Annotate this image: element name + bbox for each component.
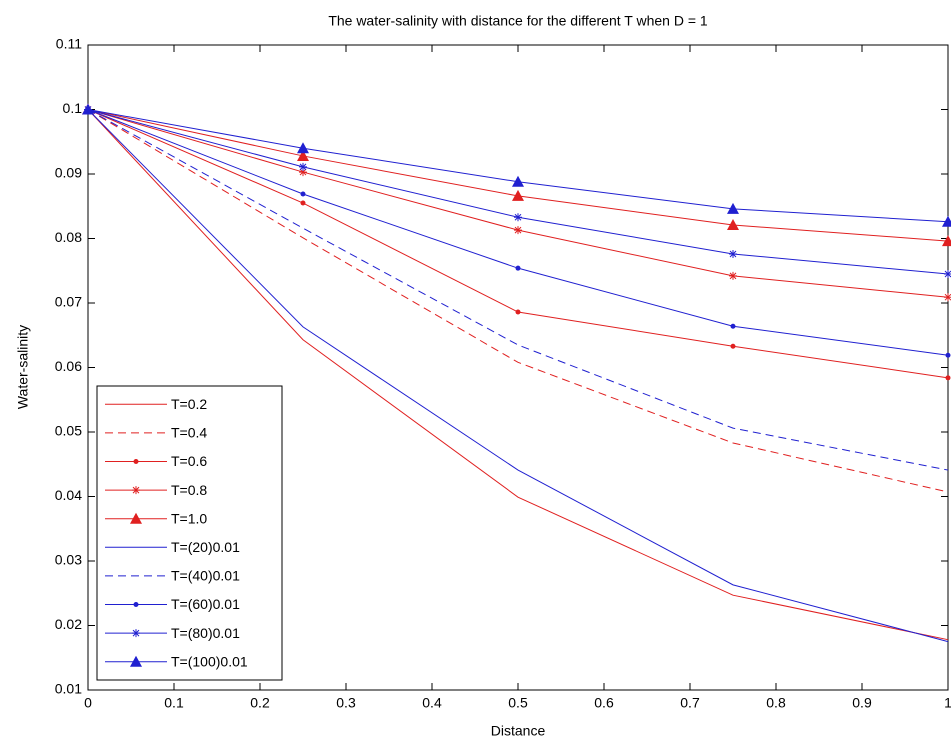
x-tick-label: 0.6 [594,695,614,711]
point-marker [729,272,737,280]
point-marker [731,344,736,349]
point-marker [514,226,522,234]
x-tick-label: 0.3 [336,695,356,711]
legend-label: T=0.4 [171,425,207,441]
y-axis-label: Water-salinity [15,325,31,409]
y-tick-label: 0.02 [55,616,82,632]
point-marker [301,191,306,196]
y-tick-label: 0.06 [55,358,82,374]
legend-label: T=(100)0.01 [171,653,248,669]
point-marker [516,266,521,271]
legend-label: T=0.2 [171,396,207,412]
x-tick-label: 0.9 [852,695,872,711]
y-tick-label: 0.09 [55,165,82,181]
point-marker [946,353,951,358]
y-tick-label: 0.1 [63,100,83,116]
point-marker [132,486,140,494]
y-tick-label: 0.04 [55,487,82,503]
y-tick-label: 0.05 [55,423,82,439]
x-tick-label: 0.2 [250,695,270,711]
point-marker [301,201,306,206]
point-marker [134,459,139,464]
page: The water-salinity with distance for the… [0,0,951,743]
y-tick-label: 0.01 [55,681,82,697]
legend-label: T=1.0 [171,510,207,526]
chart-title: The water-salinity with distance for the… [328,13,708,29]
legend-label: T=(80)0.01 [171,625,240,641]
y-tick-label: 0.11 [56,36,82,52]
point-marker [516,310,521,315]
point-marker [731,324,736,329]
point-marker [729,250,737,258]
x-tick-label: 0.4 [422,695,442,711]
x-tick-label: 0.5 [508,695,528,711]
y-tick-label: 0.03 [55,552,82,568]
chart: The water-salinity with distance for the… [0,0,951,743]
y-tick-label: 0.08 [55,229,82,245]
x-tick-label: 0.7 [680,695,700,711]
legend-label: T=(40)0.01 [171,568,240,584]
y-tick-label: 0.07 [55,294,82,310]
point-marker [132,629,140,637]
point-marker [946,375,951,380]
x-tick-label: 1 [944,695,951,711]
legend-label: T=0.8 [171,482,207,498]
point-marker [299,163,307,171]
x-tick-label: 0.8 [766,695,786,711]
legend-label: T=(20)0.01 [171,539,240,555]
x-axis-label: Distance [491,723,546,739]
point-marker [514,213,522,221]
x-tick-label: 0.1 [164,695,184,711]
point-marker [134,602,139,607]
x-tick-label: 0 [84,695,92,711]
legend-label: T=0.6 [171,453,207,469]
legend-label: T=(60)0.01 [171,596,240,612]
